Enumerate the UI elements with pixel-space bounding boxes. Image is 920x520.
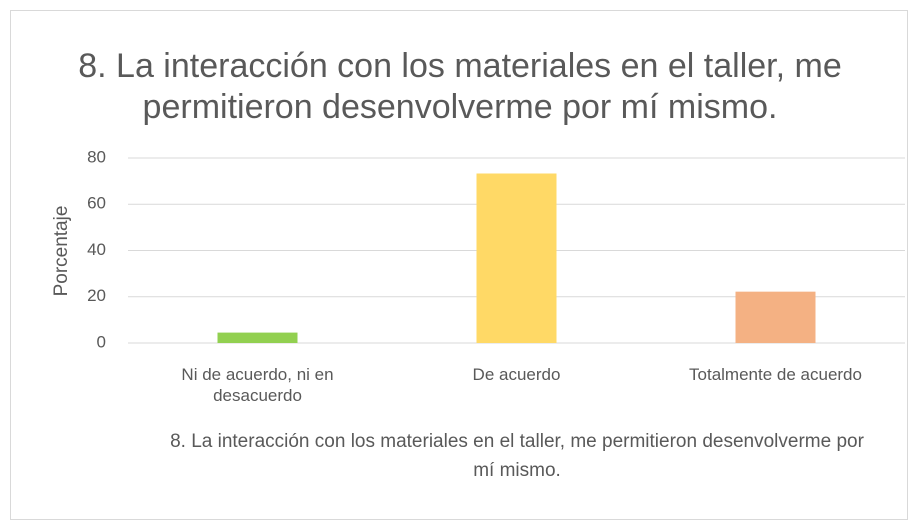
x-tick-label: De acuerdo bbox=[472, 365, 561, 384]
y-axis-title: Porcentaje bbox=[51, 206, 72, 297]
y-tick-label: 40 bbox=[87, 240, 106, 259]
bar bbox=[476, 173, 557, 343]
chart-title: 8. La interacción con los materiales en … bbox=[78, 47, 842, 127]
x-tick-label: Ni de acuerdo, ni en desacuerdo bbox=[181, 365, 334, 406]
y-tick-label: 60 bbox=[87, 194, 106, 213]
bar bbox=[735, 291, 816, 343]
y-tick-label: 80 bbox=[87, 147, 106, 166]
bar bbox=[217, 332, 298, 343]
x-tick-label: Totalmente de acuerdo bbox=[689, 365, 862, 384]
x-axis-title: 8. La interacción con los materiales en … bbox=[170, 431, 864, 481]
y-tick-label: 20 bbox=[87, 286, 106, 305]
y-tick-label: 0 bbox=[97, 332, 106, 351]
